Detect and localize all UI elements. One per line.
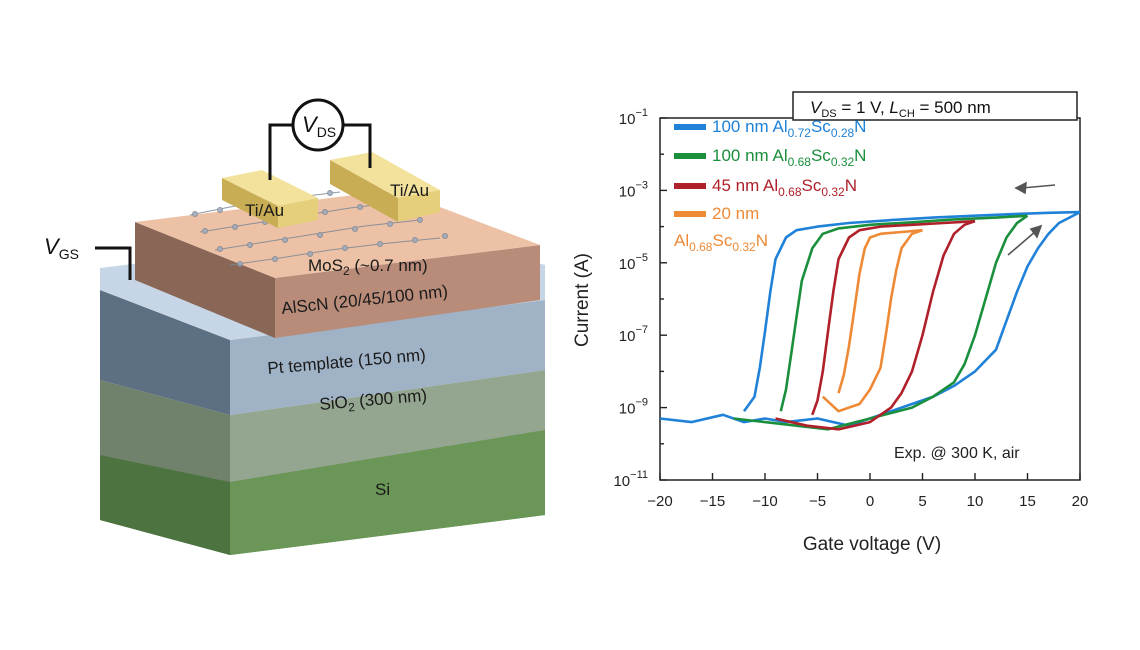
x-tick-label: 10 — [967, 493, 984, 510]
y-tick-label: 10−9 — [619, 397, 648, 418]
vds-circuit — [268, 98, 372, 180]
si-layer-side — [100, 455, 230, 555]
x-tick-label: 5 — [918, 493, 926, 510]
series-4-reverse-sweep — [837, 228, 923, 394]
legend-label: 45 nm Al0.68Sc0.32N — [712, 176, 857, 199]
experiment-annotation: Exp. @ 300 K, air — [894, 445, 1020, 462]
device-schematic: Ti/Au Ti/Au VDS VGS MoS2 (~0.7 nm) AlScN… — [44, 98, 545, 555]
legend-label: 20 nm — [712, 204, 759, 223]
y-tick-label: 10−3 — [619, 179, 648, 200]
x-tick-label: 20 — [1072, 493, 1089, 510]
series-1-reverse-sweep — [742, 210, 1081, 412]
y-tick-label: 10−5 — [619, 252, 648, 273]
series-2-forward-sweep — [733, 214, 1029, 431]
pt-layer-face — [230, 300, 545, 415]
electrode-left — [222, 170, 318, 228]
x-tick-label: −5 — [809, 493, 826, 510]
legend-label: Al0.68Sc0.32N — [674, 231, 768, 254]
vds-label: VDS — [302, 112, 336, 140]
series-2-reverse-sweep — [779, 214, 1028, 412]
si-label: Si — [375, 480, 390, 499]
y-axis-title: Current (A) — [572, 253, 593, 347]
x-tick-label: −10 — [752, 493, 777, 510]
tick-group: −20 −15 −10 −5 0 5 10 15 20 10−1 10−3 10−5 10−7 10−9 1… — [613, 107, 1088, 510]
sio2-layer-side — [100, 380, 230, 482]
x-tick-label: −15 — [700, 493, 725, 510]
alscn-layer-side — [135, 222, 275, 338]
sweep-arrows — [1007, 181, 1056, 256]
series-group — [659, 210, 1081, 431]
legend: 100 nm Al0.72Sc0.28N 100 nm Al0.68Sc0.32N… — [674, 117, 866, 254]
pt-layer-side — [100, 290, 230, 415]
electrode-right-label: Ti/Au — [390, 181, 429, 200]
mos2-label: MoS2 (~0.7 nm) — [308, 256, 428, 278]
y-tick-label: 10−1 — [619, 107, 648, 128]
x-axis-title: Gate voltage (V) — [803, 534, 941, 555]
series-4-forward-sweep — [821, 228, 923, 413]
series-3-forward-sweep — [775, 219, 976, 431]
si-layer-face — [230, 430, 545, 555]
alscn-layer-face — [275, 245, 540, 338]
y-tick-label: 10−7 — [619, 324, 648, 345]
sio2-layer-face — [230, 370, 545, 482]
chart: −20 −15 −10 −5 0 5 10 15 20 10−1 10−3 10−5 10−7 10−9 1… — [572, 91, 1088, 555]
x-tick-label: 0 — [866, 493, 874, 510]
plot-frame — [659, 117, 1081, 481]
legend-label: 100 nm Al0.72Sc0.28N — [712, 117, 866, 140]
vgs-label: VGS — [44, 234, 79, 262]
electrode-right — [330, 152, 440, 222]
legend-label: 100 nm Al0.68Sc0.32N — [712, 146, 866, 169]
electrode-left-label: Ti/Au — [245, 201, 284, 220]
series-3-reverse-sweep — [811, 219, 976, 416]
y-tick-label: 10−11 — [613, 469, 648, 490]
condition-text: VDS = 1 V, LCH = 500 nm — [810, 98, 991, 120]
x-tick-label: 15 — [1019, 493, 1036, 510]
condition-box — [792, 91, 1078, 121]
vgs-wire — [95, 246, 132, 280]
x-tick-label: −20 — [647, 493, 672, 510]
